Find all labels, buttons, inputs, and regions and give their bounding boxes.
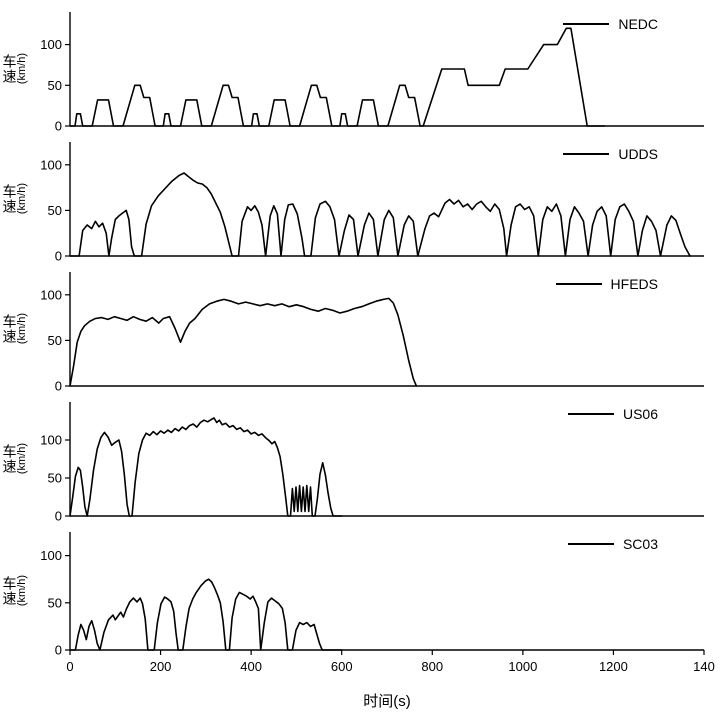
svg-text:100: 100 bbox=[40, 548, 62, 563]
svg-text:0: 0 bbox=[55, 119, 62, 134]
svg-text:600: 600 bbox=[331, 659, 353, 674]
legend-line-icon bbox=[563, 153, 610, 155]
svg-text:100: 100 bbox=[40, 157, 62, 172]
legend-sc03: SC03 bbox=[567, 536, 658, 552]
plot-area-hfeds: 0 50 100 HFEDS bbox=[30, 264, 720, 394]
legend-hfeds: HFEDS bbox=[555, 276, 658, 292]
ylabel-unit: (km/h) bbox=[15, 575, 28, 607]
legend-nedc: NEDC bbox=[563, 16, 658, 32]
ylabel-unit: (km/h) bbox=[15, 443, 28, 475]
svg-text:1000: 1000 bbox=[508, 659, 537, 674]
svg-text:200: 200 bbox=[150, 659, 172, 674]
ylabel-unit: (km/h) bbox=[15, 183, 28, 215]
subplot-nedc: 车速 (km/h) 0 50 100 NEDC bbox=[0, 4, 720, 134]
y-axis-label-hfeds: 车速 (km/h) bbox=[0, 264, 30, 394]
legend-udds: UDDS bbox=[563, 146, 658, 162]
svg-text:50: 50 bbox=[48, 78, 62, 93]
subplot-udds: 车速 (km/h) 0 50 100 UDDS bbox=[0, 134, 720, 264]
svg-text:50: 50 bbox=[48, 333, 62, 348]
legend-label: HFEDS bbox=[610, 276, 658, 292]
svg-text:0: 0 bbox=[55, 379, 62, 394]
svg-text:0: 0 bbox=[55, 509, 62, 524]
legend-us06: US06 bbox=[567, 406, 658, 422]
legend-line-icon bbox=[555, 283, 602, 285]
legend-label: NEDC bbox=[618, 16, 658, 32]
legend-line-icon bbox=[567, 413, 614, 415]
y-axis-label-nedc: 车速 (km/h) bbox=[0, 4, 30, 134]
svg-text:800: 800 bbox=[421, 659, 443, 674]
svg-text:100: 100 bbox=[40, 37, 62, 52]
udds-line-chart: 0 50 100 bbox=[40, 142, 704, 264]
ylabel-text: 车速 bbox=[1, 575, 18, 606]
plot-area-us06: 0 50 100 US06 bbox=[30, 394, 720, 524]
svg-text:100: 100 bbox=[40, 433, 62, 448]
svg-text:50: 50 bbox=[48, 471, 62, 486]
plot-area-udds: 0 50 100 UDDS bbox=[30, 134, 720, 264]
legend-label: SC03 bbox=[622, 536, 658, 552]
subplot-hfeds: 车速 (km/h) 0 50 100 HFEDS bbox=[0, 264, 720, 394]
us06-line-chart: 0 50 100 bbox=[40, 402, 704, 524]
legend-label: US06 bbox=[622, 406, 658, 422]
svg-text:0: 0 bbox=[55, 643, 62, 658]
plot-area-nedc: 0 50 100 NEDC bbox=[30, 4, 720, 134]
svg-text:50: 50 bbox=[48, 203, 62, 218]
ylabel-text: 车速 bbox=[1, 443, 18, 474]
ylabel-text: 车速 bbox=[1, 313, 18, 344]
y-axis-label-sc03: 车速 (km/h) bbox=[0, 524, 30, 688]
nedc-line-chart: 0 50 100 bbox=[40, 12, 704, 134]
x-axis-title: 时间(s) bbox=[363, 693, 411, 710]
subplot-us06: 车速 (km/h) 0 50 100 US06 bbox=[0, 394, 720, 524]
svg-text:140: 140 bbox=[693, 659, 715, 674]
ylabel-text: 车速 bbox=[1, 53, 18, 84]
svg-text:1200: 1200 bbox=[599, 659, 628, 674]
y-axis-label-udds: 车速 (km/h) bbox=[0, 134, 30, 264]
svg-text:400: 400 bbox=[240, 659, 262, 674]
svg-text:0: 0 bbox=[66, 659, 73, 674]
ylabel-text: 车速 bbox=[1, 183, 18, 214]
ylabel-unit: (km/h) bbox=[15, 313, 28, 345]
svg-text:50: 50 bbox=[48, 595, 62, 610]
y-axis-label-us06: 车速 (km/h) bbox=[0, 394, 30, 524]
subplot-sc03: 车速 (km/h) 0 50 100 0 200 400 600 800 1000 1200 140… bbox=[0, 524, 720, 688]
legend-line-icon bbox=[567, 543, 614, 545]
svg-text:0: 0 bbox=[55, 249, 62, 264]
legend-label: UDDS bbox=[618, 146, 658, 162]
plot-area-sc03: 0 50 100 0 200 400 600 800 1000 1200 140 SC03 bbox=[30, 524, 720, 688]
svg-text:100: 100 bbox=[40, 287, 62, 302]
hfeds-line-chart: 0 50 100 bbox=[40, 272, 704, 394]
legend-line-icon bbox=[563, 23, 610, 25]
ylabel-unit: (km/h) bbox=[15, 53, 28, 85]
